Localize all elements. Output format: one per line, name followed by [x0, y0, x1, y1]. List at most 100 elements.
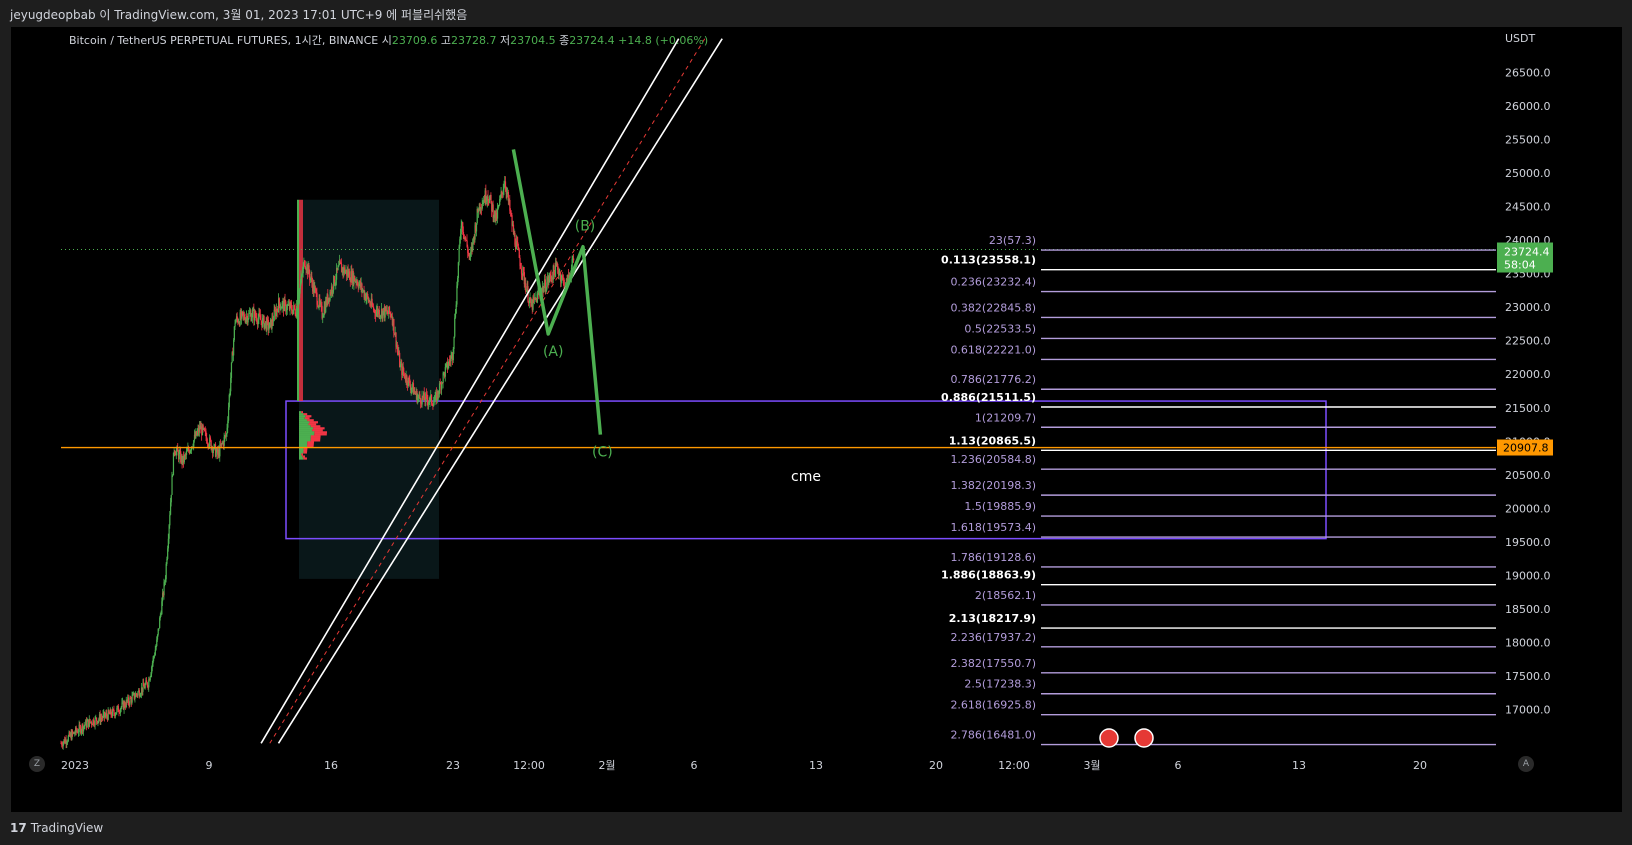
candle-body	[424, 399, 426, 403]
candle-body	[520, 266, 522, 269]
candle-body	[263, 315, 265, 329]
candle-body	[261, 321, 263, 327]
y-tick-label: 20500.0	[1505, 469, 1551, 482]
candle-body	[225, 435, 227, 437]
zoom-button[interactable]: Z	[29, 756, 45, 772]
candle-body	[510, 212, 512, 216]
candle-body	[382, 310, 384, 319]
volume-bar-down	[301, 411, 303, 414]
candle-body	[505, 188, 507, 194]
countdown-label: 58:04	[1504, 259, 1536, 272]
candle-body	[481, 203, 483, 209]
volume-bar-up	[299, 421, 310, 424]
candle-body	[273, 309, 275, 321]
candle-body	[283, 299, 285, 312]
candle-body	[470, 251, 472, 256]
candle-body	[112, 709, 114, 711]
candle-body	[522, 267, 524, 275]
candle-body	[449, 360, 451, 362]
candle-body	[333, 276, 336, 285]
candle-body	[164, 582, 166, 583]
candle-body	[130, 698, 133, 703]
candle-body	[73, 732, 75, 734]
candle-body	[91, 724, 93, 725]
candle-body	[301, 273, 304, 275]
x-tick-label: 6	[1175, 759, 1182, 772]
candle-body	[233, 339, 235, 356]
candle-body	[76, 731, 78, 733]
tradingview-logo[interactable]: 17 TradingView	[10, 821, 103, 835]
candle-body	[454, 317, 456, 337]
candle-body	[64, 739, 67, 744]
candle-body	[389, 312, 391, 314]
candle-body	[290, 302, 292, 305]
candle-body	[111, 709, 114, 717]
close-label: 종	[559, 34, 569, 47]
candle-body	[135, 693, 138, 695]
candle-body	[541, 287, 544, 292]
candle-body	[205, 431, 207, 438]
candle-body	[176, 446, 178, 451]
y-tick-label: 17500.0	[1505, 670, 1551, 683]
candle-body	[279, 304, 281, 310]
candle-body	[462, 231, 465, 235]
candle-body	[489, 194, 491, 199]
candle-body	[284, 299, 286, 302]
price-chart[interactable]: 23(57.3) 0.113(23558.1) 0.236(23232.4) 0.38…	[11, 27, 1622, 812]
volume-bar-up	[299, 419, 308, 422]
candle-body	[136, 694, 138, 696]
candle-body	[109, 709, 111, 715]
candle-body	[225, 433, 227, 437]
auto-scale-button[interactable]: A	[1518, 756, 1534, 772]
candle-body	[334, 283, 336, 285]
x-tick-label: 20	[1413, 759, 1427, 772]
candle-body	[143, 682, 145, 687]
candle-body	[256, 317, 258, 323]
candle-body	[259, 315, 262, 320]
candle-body	[161, 601, 163, 615]
fib-label: 2.382(17550.7)	[950, 657, 1036, 670]
volume-bar-down	[307, 441, 314, 444]
candle-body	[492, 204, 494, 219]
candle-body	[404, 378, 407, 381]
candle-body	[119, 709, 122, 713]
chart-frame[interactable]: 23(57.3) 0.113(23558.1) 0.236(23232.4) 0.38…	[11, 27, 1622, 812]
channel-mid-line	[269, 38, 706, 744]
candle-body	[230, 362, 233, 378]
candle-body	[535, 297, 537, 299]
candle-body	[556, 263, 558, 266]
volume-bar-down	[310, 425, 321, 428]
candle-body	[159, 614, 162, 618]
candle-body	[370, 298, 372, 306]
candle-body	[558, 273, 560, 276]
candle-body	[159, 617, 161, 629]
candle-body	[174, 451, 176, 454]
candle-body	[122, 701, 125, 710]
volume-bar-down	[308, 423, 317, 426]
candle-body	[285, 310, 288, 312]
candle-body	[212, 449, 214, 454]
candle-body	[156, 634, 159, 640]
candle-body	[220, 443, 222, 446]
open-value: 23709.6	[392, 34, 441, 47]
candle-body	[310, 276, 312, 279]
candle-body	[141, 687, 143, 692]
volume-bar-up	[299, 453, 302, 456]
candle-body	[93, 724, 96, 726]
candle-body	[432, 404, 434, 407]
candle-body	[428, 401, 430, 403]
candle-body	[196, 431, 198, 436]
candle-body	[61, 745, 64, 747]
candle-body	[473, 237, 475, 240]
candle-body	[428, 402, 430, 405]
last-price-badge	[1497, 242, 1553, 273]
candle-body	[130, 697, 132, 699]
candle-body	[372, 306, 375, 311]
candle-body	[430, 394, 433, 404]
volume-bar-down	[307, 419, 314, 422]
candle-body	[421, 395, 423, 405]
candle-body	[491, 204, 494, 212]
candle-body	[544, 279, 546, 292]
candle-body	[499, 198, 501, 206]
candle-body	[206, 443, 209, 444]
